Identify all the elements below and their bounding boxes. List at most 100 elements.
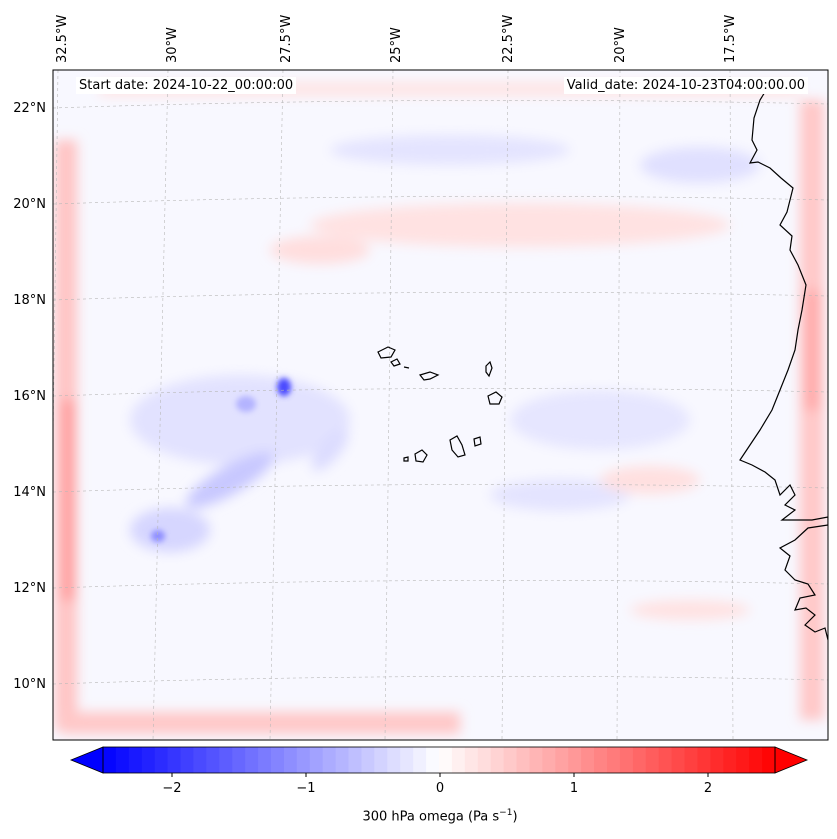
colorbar-cell: [309, 747, 324, 773]
start-date-label: Start date: 2024-10-22_00:00:00: [76, 77, 297, 94]
colorbar-cell: [710, 747, 724, 773]
colorbar-cell: [193, 747, 207, 773]
colorbar-cell: [658, 747, 673, 773]
colorbar-cell: [451, 747, 466, 773]
island-santa-luzia: [403, 366, 410, 369]
ascent-patch-south: [490, 479, 630, 511]
island-boa-vista: [487, 391, 503, 405]
colorbar-tick-label: 1: [569, 781, 579, 796]
colorbar-cell: [206, 747, 220, 773]
omega-field: [53, 70, 828, 740]
colorbar-cell: [154, 747, 169, 773]
ascent-patch-sw: [130, 508, 210, 552]
lat-label: 18°N: [13, 293, 46, 308]
ascent-streak: [186, 452, 274, 508]
ascent-patch-center: [510, 390, 690, 450]
ascent-region-west: [130, 375, 350, 465]
descent-patch-east: [600, 466, 700, 494]
colorbar-cell: [619, 747, 634, 773]
lon-label: 30°W: [165, 27, 180, 63]
colorbar-cell: [413, 747, 427, 773]
colorbar-cell: [503, 747, 518, 773]
island-sao-nicolau: [418, 371, 440, 381]
lon-label: 20°W: [613, 27, 628, 63]
colorbar-cell: [141, 747, 156, 773]
descent-patch-se: [630, 600, 750, 620]
colorbar-tick-label: 2: [703, 781, 713, 796]
colorbar-cell: [387, 747, 401, 773]
colorbar-cell: [477, 747, 492, 773]
island-santo-antao: [377, 346, 396, 359]
colorbar-min-extend: [69, 746, 104, 774]
lat-label: 20°N: [13, 197, 46, 212]
descent-band: [310, 203, 730, 247]
strong-ascent-spot: [277, 378, 291, 396]
ascent-streak-2: [311, 429, 349, 471]
lat-label: 14°N: [13, 485, 46, 500]
colorbar-cell: [180, 747, 195, 773]
island-santiago: [449, 435, 466, 458]
cape-verde-islands: [377, 346, 503, 463]
lat-label: 10°N: [13, 677, 46, 692]
colorbar-cell: [697, 747, 711, 773]
colorbar-label-exponent: −1: [499, 808, 513, 818]
valid-date-label: Valid_date: 2024-10-23T04:00:00.00: [563, 77, 808, 94]
colorbar-cell: [555, 747, 569, 773]
colorbar-cell: [361, 747, 375, 773]
colorbar-cell: [103, 747, 117, 773]
colorbar-cell: [283, 747, 298, 773]
ascent-spot-w: [236, 396, 256, 412]
colorbar-tick-label: 0: [435, 781, 445, 796]
west-boundary-core: [62, 400, 74, 600]
colorbar-cell: [296, 747, 311, 773]
colorbar-cell: [322, 747, 337, 773]
colorbar-cell: [516, 747, 531, 773]
colorbar-tick-label: −1: [296, 781, 316, 796]
colorbar-cell: [762, 747, 776, 773]
descent-patch: [270, 236, 370, 264]
gridlines: [53, 70, 828, 740]
colorbar-cell: [671, 747, 686, 773]
colorbar-label-text: 300 hPa omega (Pa s: [362, 809, 500, 825]
south-boundary-strip: [60, 712, 460, 734]
colorbar-cell: [232, 747, 246, 773]
africa-coastline: [739, 83, 828, 641]
island-fogo: [414, 449, 428, 463]
colorbar-cell: [167, 747, 182, 773]
colorbar-cell: [464, 747, 479, 773]
colorbar-cell: [542, 747, 556, 773]
colorbar-cell: [219, 747, 233, 773]
colorbar-cell: [335, 747, 350, 773]
lon-label: 25°W: [389, 27, 404, 63]
colorbar: [103, 747, 776, 773]
colorbar-cell: [128, 747, 143, 773]
colorbar-cell: [439, 747, 453, 773]
colorbar-cell: [581, 747, 595, 773]
colorbar-cell: [400, 747, 414, 773]
colorbar-ticks: [171, 773, 709, 777]
island-sao-vicente: [390, 358, 401, 367]
colorbar-cell: [348, 747, 363, 773]
lat-label: 16°N: [13, 389, 46, 404]
colorbar-cell: [529, 747, 543, 773]
lat-label: 12°N: [13, 581, 46, 596]
island-brava: [403, 456, 409, 462]
ascent-band-north: [330, 135, 570, 165]
ascent-spot-sw: [151, 530, 165, 542]
island-sal: [485, 360, 493, 378]
east-boundary-core: [805, 290, 819, 410]
colorbar-cell: [749, 747, 763, 773]
ascent-band-east: [640, 147, 760, 183]
lon-label: 17.5°W: [723, 15, 738, 63]
colorbar-cell: [736, 747, 750, 773]
colorbar-frame: [102, 746, 776, 774]
colorbar-cell: [426, 747, 440, 773]
colorbar-cell: [645, 747, 660, 773]
island-maio: [473, 436, 482, 447]
lon-label: 22.5°W: [501, 15, 516, 63]
lon-label: 27.5°W: [279, 15, 294, 63]
colorbar-cell: [607, 747, 621, 773]
colorbar-cell: [723, 747, 737, 773]
colorbar-cell: [271, 747, 285, 773]
